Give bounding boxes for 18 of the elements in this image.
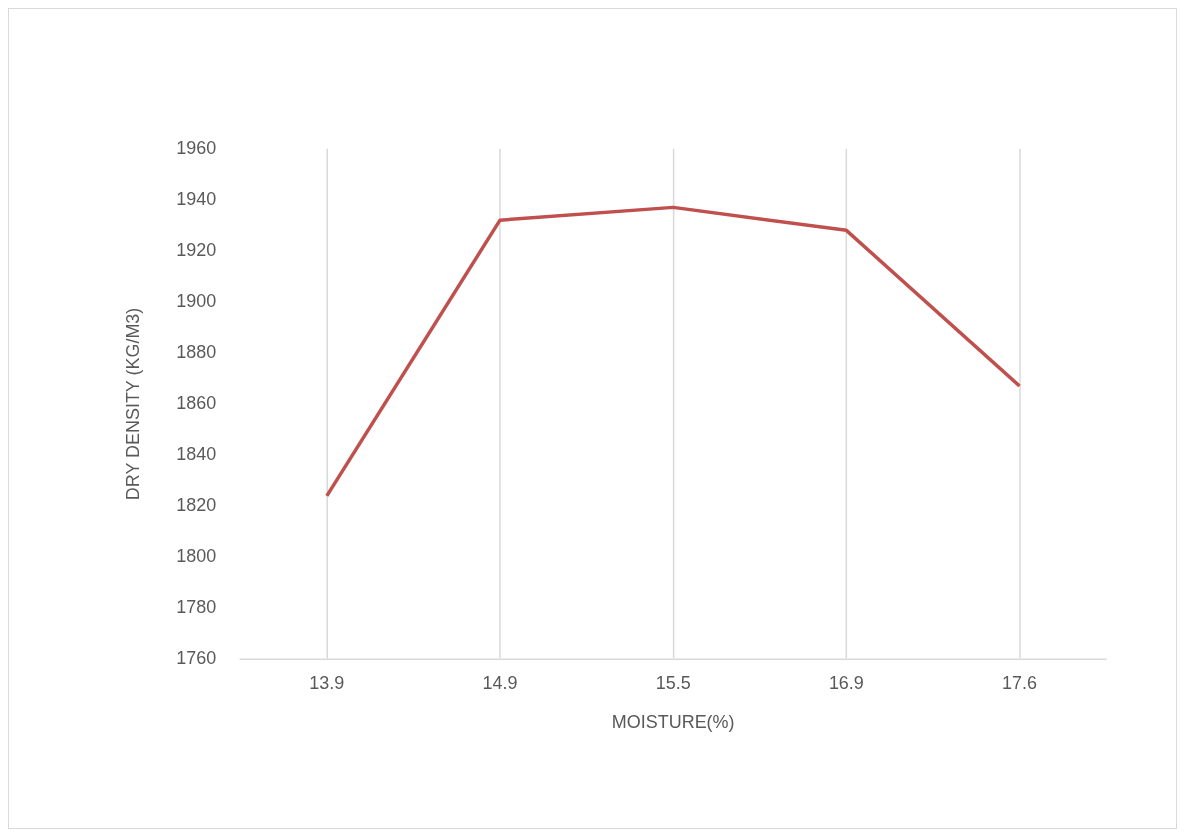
y-tick-label: 1960 [176, 137, 217, 158]
y-tick-label: 1860 [176, 392, 217, 413]
x-tick-label: 14.9 [482, 672, 518, 693]
x-tick-label: 16.9 [828, 672, 864, 693]
y-tick-label: 1940 [176, 188, 217, 209]
x-tick-label: 17.6 [1002, 672, 1038, 693]
y-tick-label: 1920 [176, 239, 217, 260]
y-tick-label: 1760 [176, 648, 217, 669]
y-tick-label: 1800 [176, 546, 217, 567]
x-tick-label: 15.5 [655, 672, 691, 693]
y-tick-label: 1880 [176, 341, 217, 362]
y-tick-label: 1900 [176, 290, 217, 311]
y-tick-label: 1780 [176, 597, 217, 618]
y-tick-label: 1820 [176, 495, 217, 515]
x-tick-label: 13.9 [309, 672, 345, 693]
x-axis-title: MOISTURE(%) [611, 712, 735, 733]
y-axis-title: DRY DENSITY (KG/M3) [122, 307, 143, 501]
y-tick-label: 1840 [176, 443, 217, 464]
